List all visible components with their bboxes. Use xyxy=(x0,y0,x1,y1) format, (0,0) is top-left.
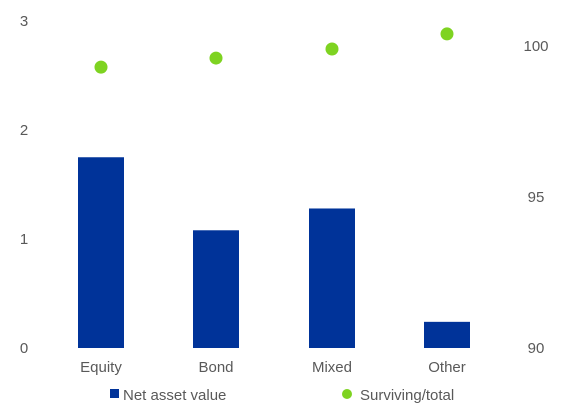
legend-swatch-surviving-total xyxy=(342,389,352,399)
bar-other xyxy=(424,321,470,348)
legend-label-surviving-total: Surviving/total xyxy=(360,387,454,404)
legend-label-net-asset-value: Net asset value xyxy=(123,387,226,404)
category-label-other: Other xyxy=(428,359,466,376)
bar-equity xyxy=(78,157,124,348)
point-bond xyxy=(209,51,223,65)
right-axis: 90 95 100 xyxy=(523,38,548,357)
left-tick-label: 2 xyxy=(20,122,28,139)
bar-mixed xyxy=(309,208,355,348)
left-axis: 0 1 2 3 xyxy=(20,13,28,357)
point-mixed xyxy=(325,42,339,56)
legend: Net asset value Surviving/total xyxy=(110,387,454,404)
category-axis: Equity Bond Mixed Other xyxy=(80,359,466,376)
bar-series xyxy=(78,157,470,348)
category-label-bond: Bond xyxy=(198,359,233,376)
point-equity xyxy=(94,60,108,74)
right-tick-label: 90 xyxy=(528,340,545,357)
bar-bond xyxy=(193,230,239,348)
right-tick-label: 100 xyxy=(523,38,548,55)
point-other xyxy=(440,27,454,41)
category-label-mixed: Mixed xyxy=(312,359,352,376)
legend-swatch-net-asset-value xyxy=(110,389,119,398)
category-label-equity: Equity xyxy=(80,359,122,376)
left-tick-label: 3 xyxy=(20,13,28,30)
left-tick-label: 1 xyxy=(20,231,28,248)
right-tick-label: 95 xyxy=(528,189,545,206)
left-tick-label: 0 xyxy=(20,340,28,357)
point-series xyxy=(94,27,454,74)
